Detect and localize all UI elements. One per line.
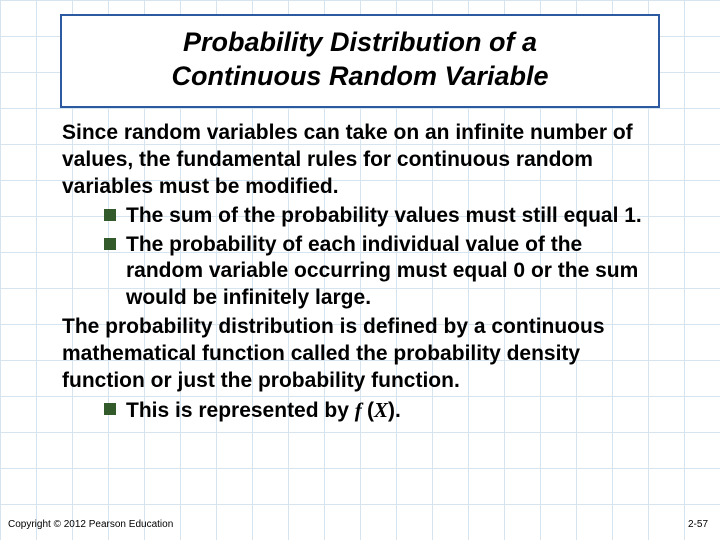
bullet-item-1: The sum of the probability values must s… [104, 203, 662, 230]
bullet-text-3: This is represented by f (X). [126, 397, 401, 425]
bullet3-X: X [374, 398, 388, 422]
title-box: Probability Distribution of a Continuous… [60, 14, 660, 108]
bullet-text-1: The sum of the probability values must s… [126, 203, 642, 230]
square-bullet-icon [104, 209, 116, 221]
bullet-item-2: The probability of each individual value… [104, 232, 662, 313]
page-number: 2-57 [688, 519, 708, 530]
square-bullet-icon [104, 403, 116, 415]
bullet3-prefix: This is represented by [126, 399, 355, 422]
paragraph-2: The probability distribution is defined … [62, 314, 662, 395]
title-line-1: Probability Distribution of a [102, 26, 618, 60]
bullet3-open: ( [367, 399, 374, 422]
bullet-text-2: The probability of each individual value… [126, 232, 662, 313]
bullet3-f: f [355, 398, 367, 422]
paragraph-1: Since random variables can take on an in… [62, 120, 662, 201]
bullet3-close: ). [388, 399, 401, 422]
bullet-item-3: This is represented by f (X). [104, 397, 662, 425]
copyright-text: Copyright © 2012 Pearson Education [8, 519, 173, 530]
square-bullet-icon [104, 238, 116, 250]
body-block: Since random variables can take on an in… [62, 120, 662, 427]
title-line-2: Continuous Random Variable [102, 60, 618, 94]
